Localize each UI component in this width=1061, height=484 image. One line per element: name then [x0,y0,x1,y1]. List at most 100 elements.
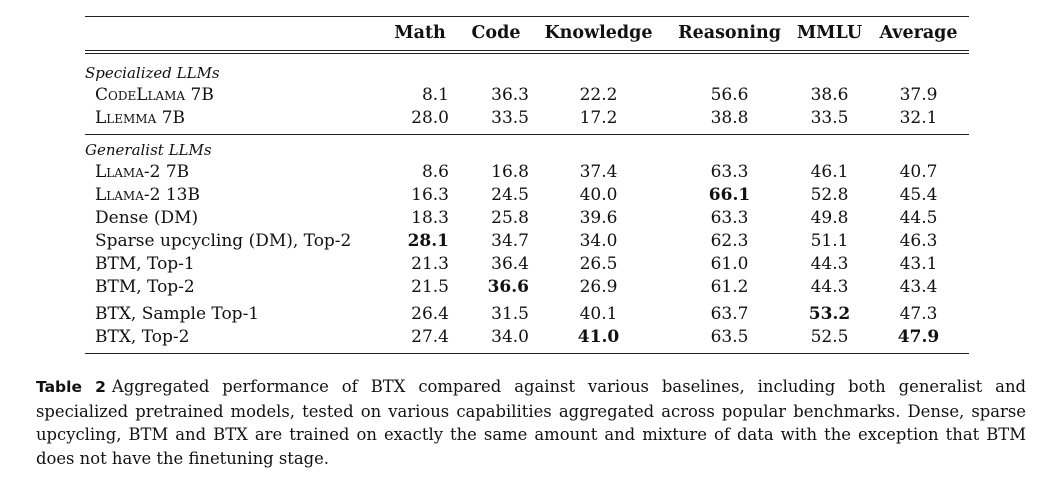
group-label-row: Specialized LLMs [85,62,969,84]
results-table: Math Code Knowledge Reasoning MMLU Avera… [85,16,969,354]
model-name: BTM, Top-2 [95,277,195,297]
cell-average: 32.1 [899,108,938,128]
cell-code: 34.7 [491,231,529,251]
cell-mmlu: 52.5 [810,327,849,347]
model-name: Sparse upcycling (DM), Top-2 [95,231,352,251]
table-row: Llemma 7B 28.0 33.5 17.2 38.8 33.5 32.1 [85,107,969,130]
cell-code: 16.8 [491,162,529,182]
cell-knowledge: 41.0 [577,327,620,347]
table-top-rule [85,16,969,17]
cell-reasoning: 63.7 [710,304,749,324]
table-row: BTX, Sample Top-1 26.4 31.5 40.1 63.7 53.2 47.… [85,303,969,326]
cell-code: 24.5 [491,185,529,205]
header-knowledge: Knowledge [544,23,653,43]
cell-mmlu: 49.8 [810,208,849,228]
header-double-rule [85,50,969,54]
cell-average: 37.9 [899,85,938,105]
cell-reasoning: 63.5 [710,327,749,347]
model-name: Llemma 7B [95,108,185,128]
cell-math: 21.5 [411,277,449,297]
cell-code: 36.4 [491,254,529,274]
model-name: BTM, Top-1 [95,254,195,274]
model-name: Llama-2 7B [95,162,190,182]
header-code: Code [471,23,521,43]
cell-reasoning: 66.1 [708,185,751,205]
cell-math: 8.6 [421,162,449,182]
table-row: Dense (DM) 18.3 25.8 39.6 63.3 49.8 44.5 [85,207,969,230]
cell-math: 18.3 [411,208,449,228]
cell-knowledge: 39.6 [579,208,618,228]
header-reasoning: Reasoning [678,23,781,43]
table-row: CodeLlama 7B 8.1 36.3 22.2 56.6 38.6 37.9 [85,84,969,107]
table-header-row: Math Code Knowledge Reasoning MMLU Avera… [85,17,969,50]
cell-mmlu: 46.1 [810,162,849,182]
cell-mmlu: 44.3 [810,277,849,297]
table-row: BTM, Top-1 21.3 36.4 26.5 61.0 44.3 43.1 [85,253,969,276]
cell-average: 40.7 [899,162,938,182]
table-row: BTM, Top-2 21.5 36.6 26.9 61.2 44.3 43.4 [85,276,969,299]
table-caption: Table 2 Aggregated performance of BTX com… [36,375,1026,470]
cell-average: 47.3 [899,304,938,324]
cell-math: 28.0 [411,108,449,128]
cell-knowledge: 40.0 [579,185,618,205]
cell-reasoning: 38.8 [710,108,749,128]
table-row: Llama-2 13B 16.3 24.5 40.0 66.1 52.8 45.4 [85,184,969,207]
cell-average: 47.9 [897,327,940,347]
cell-mmlu: 52.8 [810,185,849,205]
cell-code: 31.5 [491,304,529,324]
cell-reasoning: 61.0 [710,254,749,274]
model-name: Llama-2 13B [95,185,200,205]
header-math: Math [394,23,446,43]
cell-code: 36.3 [491,85,529,105]
cell-math: 8.1 [421,85,449,105]
cell-code: 33.5 [491,108,529,128]
cell-knowledge: 34.0 [579,231,618,251]
group-label: Generalist LLMs [85,141,212,159]
cell-mmlu: 33.5 [810,108,849,128]
cell-knowledge: 37.4 [579,162,618,182]
group-label-row: Generalist LLMs [85,139,969,161]
cell-knowledge: 26.5 [579,254,618,274]
cell-mmlu: 53.2 [808,304,851,324]
cell-mmlu: 51.1 [810,231,849,251]
cell-average: 43.4 [899,277,938,297]
cell-math: 26.4 [411,304,449,324]
cell-average: 46.3 [899,231,938,251]
cell-code: 34.0 [491,327,529,347]
cell-math: 16.3 [411,185,449,205]
cell-code: 36.6 [487,277,529,297]
cell-reasoning: 56.6 [710,85,749,105]
model-name: Dense (DM) [95,208,199,228]
caption-label: Table 2 [36,378,106,396]
cell-average: 45.4 [899,185,938,205]
table-row: Llama-2 7B 8.6 16.8 37.4 63.3 46.1 40.7 [85,161,969,184]
cell-math: 21.3 [411,254,449,274]
cell-math: 28.1 [407,231,449,251]
cell-reasoning: 63.3 [710,162,749,182]
caption-text: Aggregated performance of BTX compared a… [36,377,1026,468]
cell-math: 27.4 [411,327,449,347]
cell-mmlu: 44.3 [810,254,849,274]
cell-reasoning: 61.2 [710,277,749,297]
header-average: Average [879,23,958,43]
header-mmlu: MMLU [796,23,863,43]
cell-reasoning: 63.3 [710,208,749,228]
table-bottom-rule [85,353,969,354]
model-name: CodeLlama 7B [95,85,214,105]
table-row: BTX, Top-2 27.4 34.0 41.0 63.5 52.5 47.9 [85,326,969,349]
cell-average: 44.5 [899,208,938,228]
cell-knowledge: 40.1 [579,304,618,324]
cell-average: 43.1 [899,254,938,274]
model-name: BTX, Sample Top-1 [95,304,260,324]
group-label: Specialized LLMs [85,64,220,82]
cell-reasoning: 62.3 [710,231,749,251]
cell-knowledge: 26.9 [579,277,618,297]
section-rule [85,134,969,135]
model-name: BTX, Top-2 [95,327,190,347]
table-row: Sparse upcycling (DM), Top-2 28.1 34.7 34.0… [85,230,969,253]
cell-knowledge: 22.2 [579,85,618,105]
cell-mmlu: 38.6 [810,85,849,105]
cell-code: 25.8 [491,208,529,228]
cell-knowledge: 17.2 [579,108,618,128]
table-body: Specialized LLMs CodeLlama 7B 8.1 36.3 22.2 5… [85,54,969,353]
